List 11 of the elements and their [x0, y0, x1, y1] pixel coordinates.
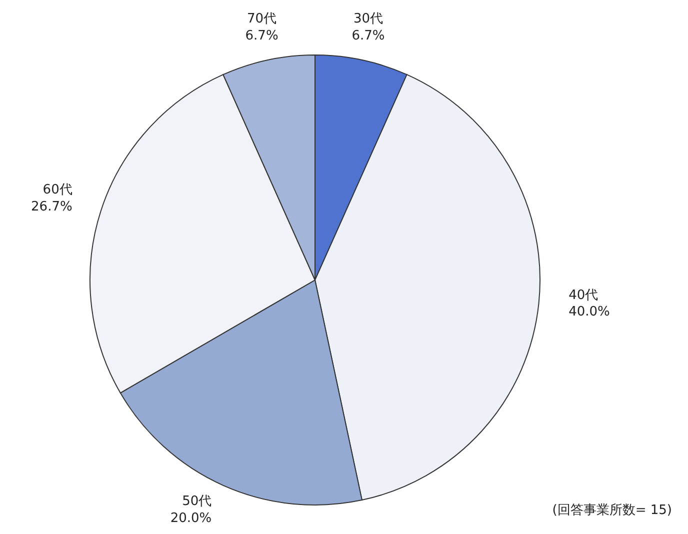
- data-label: 40.0%: [568, 304, 610, 320]
- slice-label: 30代: [353, 12, 383, 27]
- slice-label: 70代: [247, 12, 277, 27]
- data-label: 6.7%: [352, 28, 385, 44]
- data-label: 20.0%: [170, 511, 212, 526]
- slice-label: 40代: [568, 288, 598, 303]
- data-label: 26.7%: [31, 200, 72, 215]
- text: (回答事業所数= 15): [552, 503, 672, 518]
- data-label: 6.7%: [245, 28, 278, 44]
- slice-label: 50代: [182, 494, 212, 510]
- slice-label: 60代: [42, 182, 72, 198]
